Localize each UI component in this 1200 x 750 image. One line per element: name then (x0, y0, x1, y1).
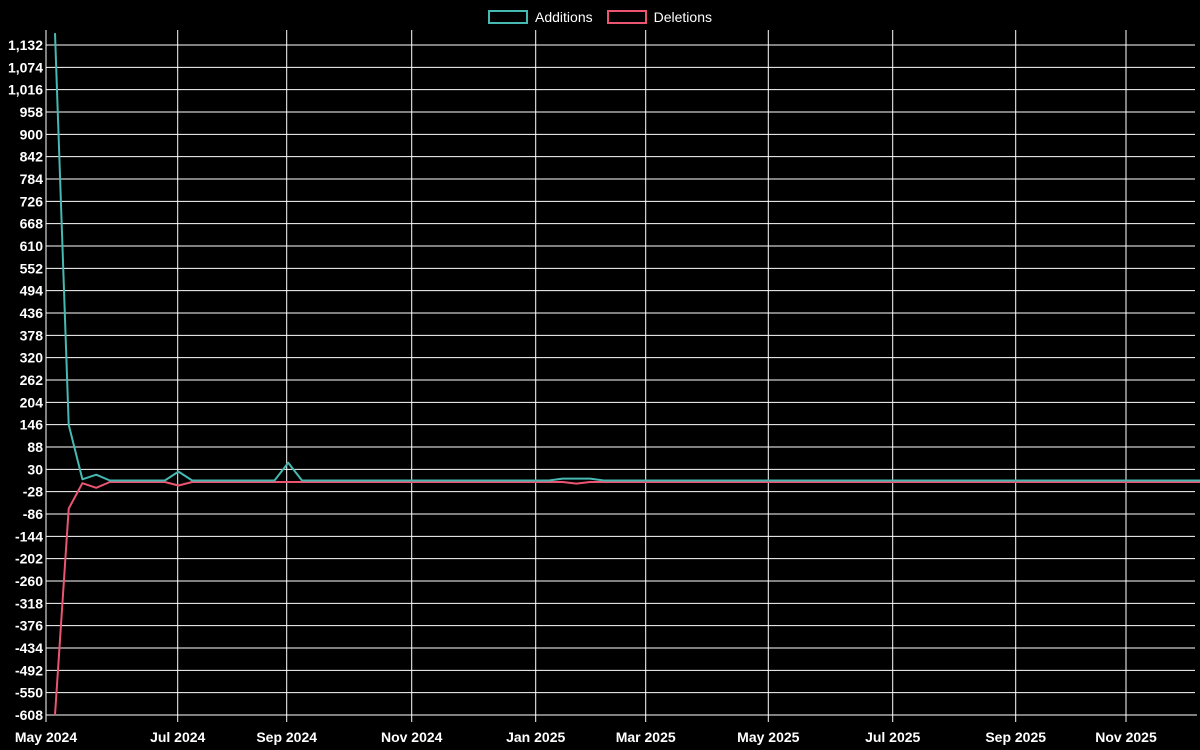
legend-item-additions[interactable]: Additions (488, 8, 593, 26)
y-tick-label: 262 (20, 372, 44, 388)
y-tick-label: 726 (20, 193, 44, 209)
x-tick-label: Mar 2025 (616, 729, 676, 745)
y-tick-label: 494 (20, 283, 44, 299)
chart-legend: Additions Deletions (0, 8, 1200, 26)
y-tick-label: 30 (27, 461, 43, 477)
y-tick-label: -434 (15, 640, 43, 656)
x-tick-label: Jul 2025 (865, 729, 920, 745)
y-tick-label: 320 (20, 350, 44, 366)
y-tick-label: -28 (23, 484, 43, 500)
y-tick-label: 146 (20, 417, 44, 433)
x-tick-label: May 2025 (737, 729, 799, 745)
y-tick-label: 552 (20, 260, 44, 276)
grid-lines (45, 30, 1195, 722)
x-axis-labels: May 2024 Jul 2024 Sep 2024 Nov 2024 Jan 2025… (15, 729, 1157, 745)
y-axis-labels: 1,132 1,074 1,016 958 900 842 784 726 668 610 552 4… (8, 37, 43, 723)
y-tick-label: 668 (20, 216, 44, 232)
deletions-swatch-icon (606, 10, 647, 24)
legend-item-deletions[interactable]: Deletions (606, 8, 712, 26)
y-tick-label: 842 (20, 149, 44, 165)
y-tick-label: -492 (15, 662, 43, 678)
x-tick-label: Nov 2024 (381, 729, 443, 745)
y-tick-label: -260 (15, 573, 43, 589)
y-tick-label: -202 (15, 551, 43, 567)
x-tick-label: Sep 2024 (256, 729, 317, 745)
x-tick-label: Jan 2025 (506, 729, 565, 745)
y-tick-label: -550 (15, 685, 43, 701)
y-tick-label: 1,074 (8, 59, 43, 75)
x-tick-label: Sep 2025 (985, 729, 1046, 745)
x-tick-label: Nov 2025 (1095, 729, 1157, 745)
x-tick-label: Jul 2024 (150, 729, 205, 745)
x-tick-label: May 2024 (15, 729, 77, 745)
y-tick-label: 610 (20, 238, 44, 254)
y-tick-label: -86 (23, 506, 43, 522)
y-tick-label: -608 (15, 707, 43, 723)
y-tick-label: 436 (20, 305, 44, 321)
y-tick-label: 1,132 (8, 37, 43, 53)
y-tick-label: -318 (15, 595, 43, 611)
legend-label-deletions: Deletions (653, 9, 712, 25)
y-tick-label: -376 (15, 618, 43, 634)
y-tick-label: 900 (20, 126, 44, 142)
y-tick-label: 378 (20, 327, 44, 343)
y-tick-label: 204 (20, 394, 44, 410)
additions-line (54, 33, 1200, 482)
y-tick-label: 1,016 (8, 82, 43, 98)
y-tick-label: -144 (15, 528, 43, 544)
additions-swatch-icon (488, 10, 529, 24)
y-tick-label: 88 (27, 439, 43, 455)
deletions-line (54, 481, 1200, 716)
y-tick-label: 784 (20, 171, 44, 187)
legend-label-additions: Additions (535, 9, 593, 25)
y-tick-label: 958 (20, 104, 44, 120)
